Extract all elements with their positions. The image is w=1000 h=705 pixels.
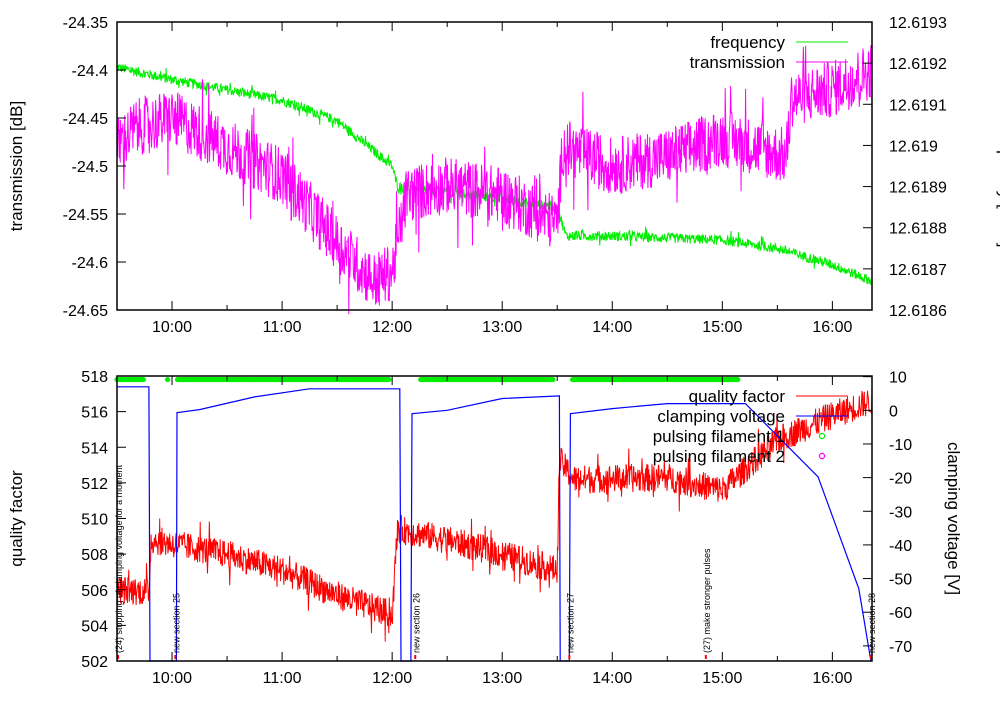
y2-tick-label: 0 [889,403,898,420]
filament-point [386,376,392,383]
x-tick-label: 15:00 [702,670,742,687]
y2-tick-label: -30 [889,504,912,521]
x-tick-label: 14:00 [592,670,632,687]
y-tick-label: 516 [81,405,108,422]
y2-tick-label: -20 [889,471,912,488]
annotation-marker [414,655,417,659]
y-tick-label: -24.55 [63,207,108,224]
filament-point [550,376,556,383]
y2-tick-label: 12.6188 [889,221,947,238]
x-tick-label: 16:00 [812,319,852,336]
y2-tick-label: -60 [889,605,912,622]
y-tick-label: 504 [81,618,108,635]
legend-label: transmission [690,53,785,72]
annotation-label: new section 27 [565,593,575,653]
series-line-frequency [116,64,873,286]
y-tick-label: -24.6 [72,255,109,272]
y2-tick-label: 12.619 [889,138,938,155]
y2-tick-label: 10 [889,370,907,387]
legend-label: pulsing filament 2 [653,447,785,466]
y2-tick-label: 12.6187 [889,262,947,279]
x-tick-label: 11:00 [263,670,302,687]
filament-point [140,376,147,383]
y-tick-label: 514 [81,440,108,457]
y2-tick-label: 12.6186 [889,303,947,320]
series-line-transmission [116,45,873,315]
series-line-clamping-voltage [117,386,872,662]
y-axis-label: quality factor [7,470,26,567]
y-axis-label: transmission [dB] [7,101,26,231]
series-line-quality-factor [116,387,873,642]
y-tick-label: 518 [81,369,108,386]
y2-axis-label: frequency [GHz] [996,125,1000,248]
y-tick-label: 506 [81,583,108,600]
x-tick-label: 10:00 [152,319,192,336]
y2-tick-label: 12.6193 [889,15,947,32]
y2-axis-label: clamping voltage [V] [944,442,963,595]
panel-top: 10:00 11:00 12:00 13:00 14:00 15:00 16:00 -24.3… [7,15,1000,336]
x-tick-label: 15:00 [702,319,742,336]
filament-point [735,376,741,383]
x-tick-label: 13:00 [482,670,522,687]
filament-point [165,376,171,383]
y2-tick-label: -40 [889,538,912,555]
x-tick-label: 16:00 [812,670,852,687]
annotation-label: (24) stopping of clamping voltage for a … [114,464,124,653]
annotation-marker [117,655,120,659]
y-tick-label: 508 [81,547,108,564]
y2-tick-label: -10 [889,437,912,454]
x-tick-label: 11:00 [263,319,302,336]
legend-label: quality factor [689,387,786,406]
panel-bottom: (24) stopping of clamping voltage for a … [7,369,963,687]
legend-label: frequency [710,33,785,52]
x-tick-label: 10:00 [152,670,192,687]
y2-tick-label: 12.6192 [889,56,947,73]
x-tick-label: 13:00 [482,319,522,336]
annotation-label: new section 26 [411,593,421,653]
y-tick-label: -24.35 [63,15,108,32]
annotation-marker [568,655,571,659]
y2-tick-label: 12.6191 [889,97,947,114]
y-tick-label: 502 [81,654,108,671]
y2-tick-label: -70 [889,639,912,656]
annotation-label: (27) make stronger pulses [702,548,712,653]
annotation-marker [869,655,872,659]
y-tick-label: -24.65 [63,303,108,320]
y-tick-label: 510 [81,512,108,529]
y2-tick-label: 12.6189 [889,180,947,197]
legend-marker [818,452,826,460]
y-tick-label: -24.5 [72,159,109,176]
annotation-marker [174,655,177,659]
legend-label: pulsing filament 1 [653,427,785,446]
legend-marker [818,432,826,440]
y-tick-label: 512 [81,476,108,493]
y-tick-label: -24.4 [72,63,109,80]
annotation-label: new section 25 [171,593,181,653]
x-tick-label: 12:00 [372,670,412,687]
y2-tick-label: -50 [889,572,912,589]
y-tick-label: -24.45 [63,111,108,128]
legend-label: clamping voltage [657,407,785,426]
annotation-marker [704,655,707,659]
x-tick-label: 14:00 [592,319,632,336]
x-tick-label: 12:00 [372,319,412,336]
